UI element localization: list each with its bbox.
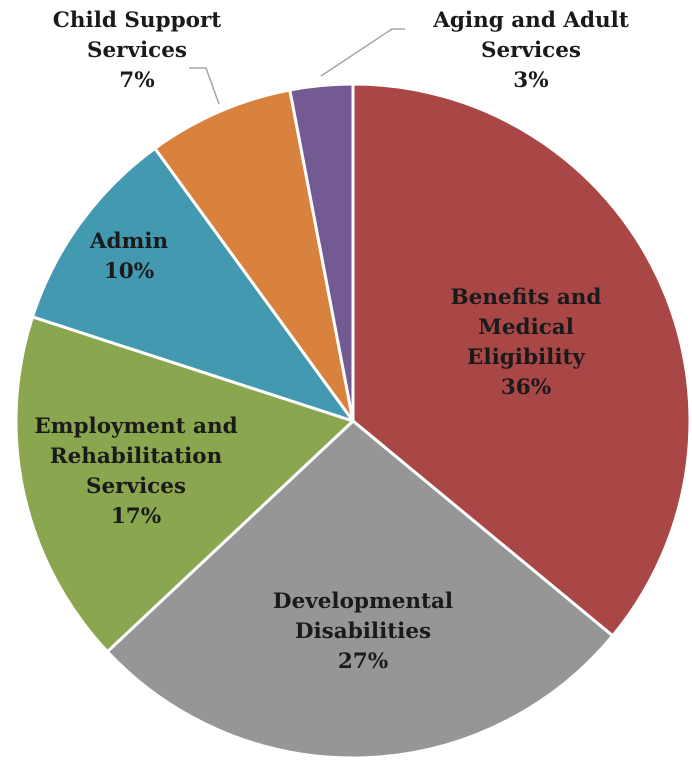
category-label-line: Benefits and	[451, 285, 602, 310]
pie-slices	[14, 82, 692, 760]
category-label-line: Developmental	[273, 589, 453, 614]
pie-slice-benefits-and-medical-eligibility	[351, 82, 692, 638]
percent-label: 36%	[501, 375, 551, 400]
data-label-developmental-disabilities: Developmental Disabilities 27%	[273, 589, 453, 674]
category-label-line: Child Support	[53, 8, 221, 33]
percent-label: 10%	[104, 259, 154, 284]
data-label-aging-and-adult-services: Aging and Adult Services 3%	[432, 8, 629, 93]
leader-line-aging-and-adult-services	[320, 28, 405, 77]
percent-label: 3%	[513, 68, 548, 93]
pie-slice-admin	[30, 146, 355, 423]
category-label-line: Services	[87, 38, 187, 63]
category-label-line: Medical	[478, 315, 574, 340]
category-label-line: Services	[481, 38, 581, 63]
category-label-line: Aging and Adult	[432, 8, 629, 33]
leader-lines	[189, 28, 405, 105]
category-label-line: Employment and	[34, 414, 237, 439]
percent-label: 7%	[119, 68, 154, 93]
data-label-employment-and-rehabilitation-services: Employment and Rehabilitation Services 17%	[34, 414, 237, 529]
percent-label: 17%	[111, 504, 161, 529]
category-label-line: Disabilities	[295, 619, 431, 644]
data-label-child-support-services: Child Support Services 7%	[53, 8, 221, 93]
pie-slice-employment-and-rehabilitation-services	[14, 315, 355, 654]
category-label-line: Rehabilitation	[50, 444, 223, 469]
slice-labels: Benefits and Medical Eligibility 36% Develop…	[34, 8, 628, 674]
leader-line-child-support-services	[189, 67, 220, 105]
percent-label: 27%	[338, 649, 388, 674]
data-label-benefits-and-medical-eligibility: Benefits and Medical Eligibility 36%	[451, 285, 602, 400]
pie-slice-developmental-disabilities	[105, 419, 615, 760]
category-label-line: Services	[86, 474, 186, 499]
category-label-line: Admin	[89, 229, 169, 254]
category-label-line: Eligibility	[467, 345, 585, 370]
pie-slice-aging-and-adult-services	[288, 82, 355, 423]
pie-slice-child-support-services	[153, 88, 355, 423]
data-label-admin: Admin 10%	[89, 229, 169, 284]
